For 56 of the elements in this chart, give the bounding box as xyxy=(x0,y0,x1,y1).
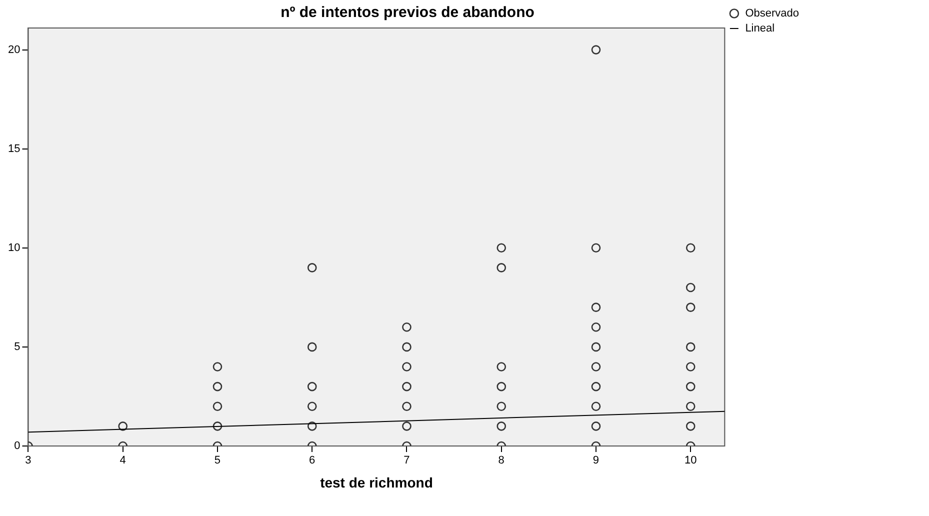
point xyxy=(402,322,412,332)
point xyxy=(591,322,601,332)
x-tick-label: 4 xyxy=(120,454,126,467)
chart-title: nº de intentos previos de abandono xyxy=(280,4,534,22)
point xyxy=(212,362,222,372)
point xyxy=(307,402,317,412)
point xyxy=(212,422,222,431)
point xyxy=(591,302,601,312)
point xyxy=(307,422,317,431)
point xyxy=(307,263,317,272)
point xyxy=(591,45,601,54)
point xyxy=(402,402,412,412)
legend-label: Lineal xyxy=(745,22,775,35)
point xyxy=(686,362,696,372)
point xyxy=(496,362,506,372)
point xyxy=(591,362,601,372)
point xyxy=(402,342,412,352)
point xyxy=(686,382,696,392)
y-tick-label: 15 xyxy=(8,142,20,155)
y-tick-label: 0 xyxy=(14,440,20,452)
point xyxy=(686,422,696,431)
x-tick-label: 3 xyxy=(25,454,32,467)
point xyxy=(686,282,696,292)
x-tick-label: 6 xyxy=(309,454,316,467)
x-tick-label: 9 xyxy=(592,454,600,467)
point xyxy=(591,243,601,253)
point xyxy=(496,243,506,253)
x-axis-title: test de richmond xyxy=(320,474,433,490)
y-tick-label: 5 xyxy=(14,340,20,353)
point xyxy=(307,382,317,392)
point xyxy=(496,382,506,392)
x-tick-label: 7 xyxy=(404,454,410,467)
point xyxy=(496,402,506,412)
point xyxy=(402,362,412,372)
point xyxy=(591,402,601,412)
y-tick-label: 20 xyxy=(8,44,20,56)
point xyxy=(496,422,506,431)
x-tick-label: 5 xyxy=(214,454,221,467)
point xyxy=(591,342,601,352)
x-tick-label: 8 xyxy=(498,454,504,467)
point xyxy=(402,422,412,431)
point xyxy=(118,422,128,431)
point xyxy=(591,382,601,392)
point xyxy=(686,302,696,312)
point xyxy=(686,243,696,253)
point xyxy=(212,402,222,412)
y-tick-label: 10 xyxy=(8,242,20,254)
x-tick-label: 10 xyxy=(684,454,697,467)
point xyxy=(686,342,696,352)
point xyxy=(307,342,317,352)
point xyxy=(686,402,696,412)
point xyxy=(402,382,412,392)
point xyxy=(496,263,506,272)
point xyxy=(212,382,222,392)
legend-label: Observado xyxy=(745,8,800,20)
point xyxy=(591,422,601,431)
